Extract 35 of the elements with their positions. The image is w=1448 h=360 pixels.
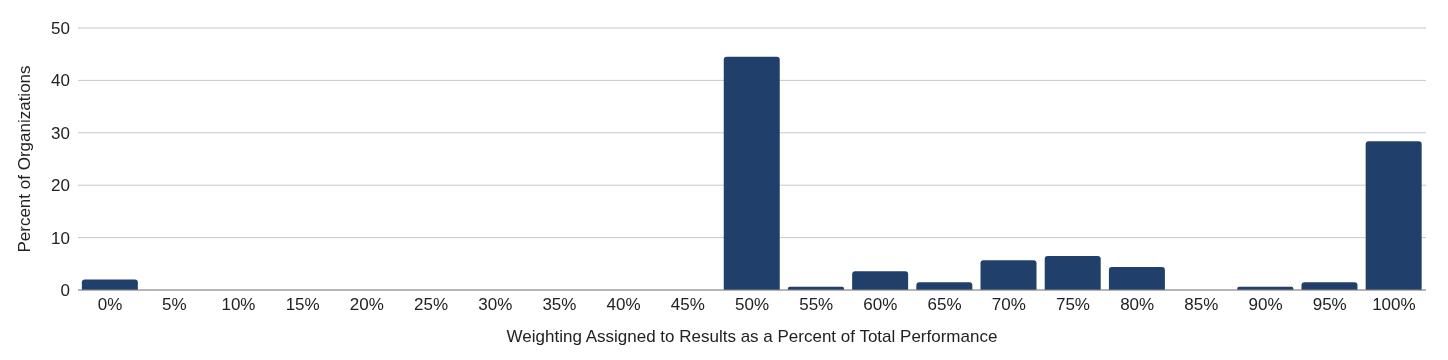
x-tick-label: 5% — [162, 295, 187, 315]
x-tick-label: 0% — [97, 295, 123, 315]
y-tick-label: 10 — [51, 228, 70, 248]
x-tick-label: 90% — [1248, 295, 1283, 315]
x-tick-label: 100% — [1372, 295, 1416, 315]
y-tick-label: 40 — [51, 71, 70, 91]
x-tick-label: 85% — [1184, 295, 1219, 315]
x-tick-label: 65% — [927, 295, 962, 315]
x-tick-label: 50% — [734, 295, 770, 315]
x-tick-label: 10% — [221, 295, 256, 315]
bar — [1044, 255, 1101, 290]
x-tick-label: 75% — [1055, 295, 1090, 315]
x-tick-label: 30% — [478, 295, 513, 315]
y-tick-label: 0 — [60, 281, 70, 301]
bar — [1365, 141, 1422, 290]
x-tick-label: 70% — [991, 295, 1026, 315]
x-tick-label: 25% — [414, 295, 449, 315]
y-tick-label: 50 — [51, 19, 70, 39]
y-axis-title: Percent of Organizations — [15, 65, 35, 253]
y-tick-label: 20 — [51, 176, 70, 196]
x-tick-label: 20% — [349, 295, 384, 315]
x-tick-label: 40% — [606, 295, 641, 315]
bar — [980, 260, 1037, 290]
y-tick-label: 30 — [51, 123, 70, 143]
x-tick-label: 35% — [542, 295, 577, 315]
bar — [723, 56, 780, 290]
bar — [852, 271, 909, 290]
x-axis-title: Weighting Assigned to Results as a Percent of Total Performance — [506, 327, 998, 346]
x-tick-label: 15% — [285, 295, 320, 315]
x-tick-label: 95% — [1312, 295, 1347, 315]
x-tick-label: 80% — [1120, 295, 1155, 315]
x-tick-label: 60% — [863, 295, 898, 315]
x-tick-label: 55% — [799, 295, 834, 315]
x-tick-label: 45% — [670, 295, 705, 315]
bar — [1108, 266, 1165, 290]
